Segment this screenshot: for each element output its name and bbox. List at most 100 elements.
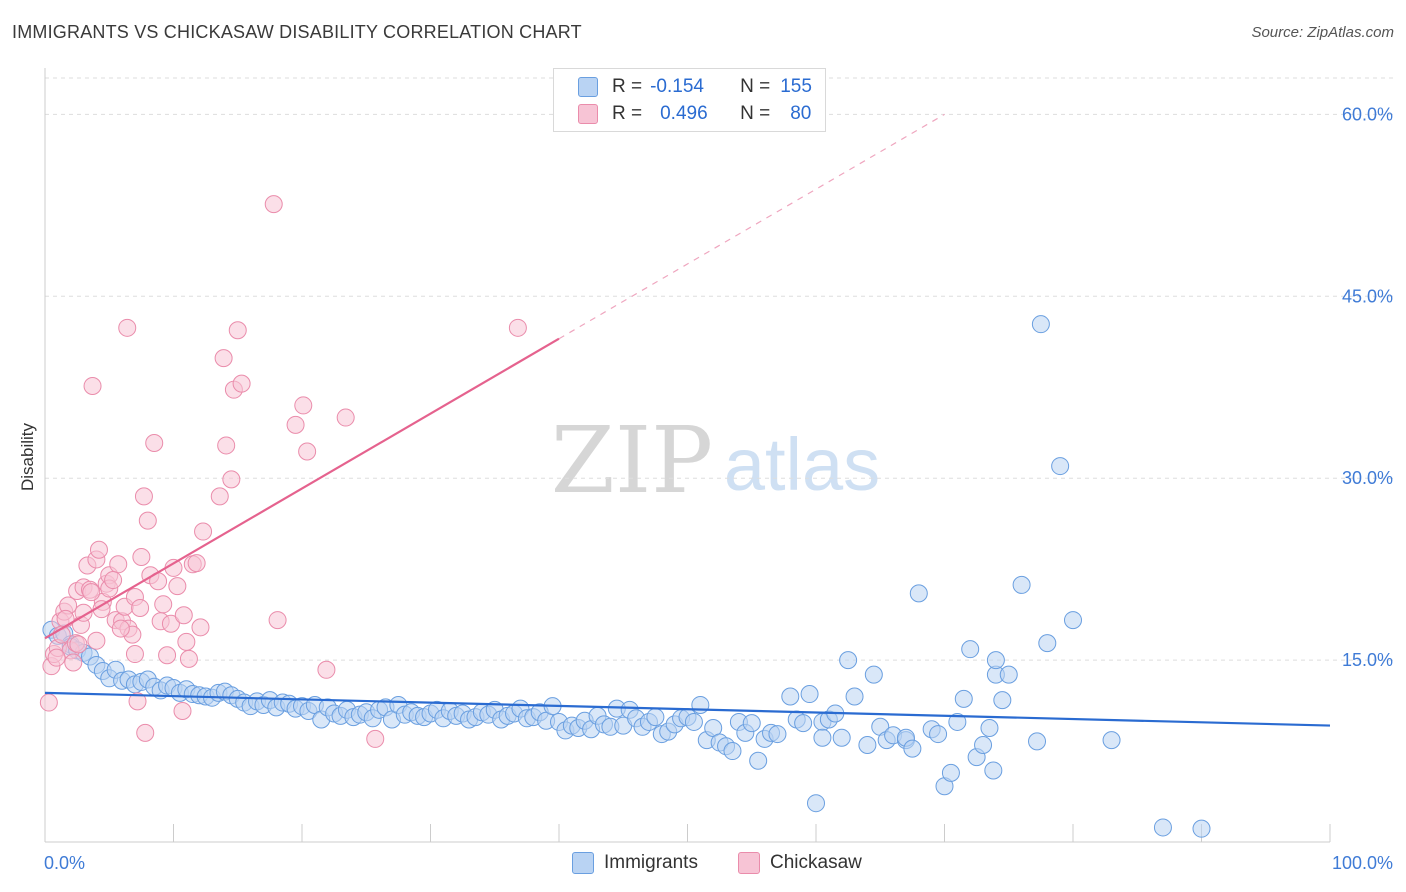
chickasaw-point — [286, 415, 305, 434]
legend-row-chickasaw: R = 0.496 N = 80 — [578, 100, 811, 128]
immigrants-point — [909, 584, 928, 603]
immigrants-point — [948, 712, 967, 731]
chart-title: IMMIGRANTS VS CHICKASAW DISABILITY CORRE… — [12, 22, 582, 42]
immigrants-point — [1028, 732, 1047, 751]
immigrants-point — [794, 714, 813, 733]
immigrants-point — [691, 695, 710, 714]
immigrants-point — [986, 651, 1005, 670]
immigrants-swatch — [572, 852, 594, 874]
n-label: N = — [740, 76, 771, 97]
immigrants-point — [1153, 818, 1172, 837]
r-label: R = — [612, 103, 643, 124]
immigrants-point — [845, 687, 864, 706]
chickasaw-point — [177, 632, 196, 651]
chickasaw-point — [145, 434, 164, 453]
immigrants-swatch — [578, 77, 598, 97]
chickasaw-point — [194, 522, 213, 541]
y-tick-label: 60.0% — [1342, 104, 1393, 124]
chickasaw-trend-extension — [558, 113, 945, 340]
chickasaw-point — [69, 635, 88, 654]
chickasaw-point — [131, 598, 150, 617]
chickasaw-point — [161, 614, 180, 633]
immigrants-point — [980, 719, 999, 738]
chickasaw-point — [82, 583, 101, 602]
immigrants-point — [1031, 315, 1050, 334]
chickasaw-point — [298, 442, 317, 461]
legend-row-immigrants: R = -0.154 N = 155 — [578, 73, 812, 101]
chickasaw-point — [109, 555, 128, 574]
chickasaw-point — [187, 554, 206, 573]
immigrants-point — [684, 712, 703, 731]
n-label: N = — [740, 103, 771, 124]
immigrants-point — [1038, 634, 1057, 653]
immigrants-point — [781, 687, 800, 706]
chickasaw-point — [154, 595, 173, 614]
immigrants-point — [954, 689, 973, 708]
chickasaw-point — [366, 729, 385, 748]
n-value: 155 — [780, 76, 812, 97]
watermark: ZIP atlas — [551, 407, 880, 514]
legend-immigrants: Immigrants — [572, 852, 698, 874]
n-value: 80 — [790, 103, 812, 124]
chickasaw-point — [508, 318, 527, 337]
axis-labels: 15.0% 30.0% 45.0% 60.0% 0.0% 100.0% Disability — [18, 104, 1393, 873]
grid-lines — [45, 77, 1394, 661]
chickasaw-point — [87, 631, 106, 650]
immigrants-point — [768, 725, 787, 744]
r-value: 0.496 — [660, 103, 708, 124]
immigrants-point — [813, 728, 832, 747]
trend-lines — [44, 113, 1331, 727]
chickasaw-point — [268, 611, 287, 630]
y-tick-label: 30.0% — [1342, 468, 1393, 488]
immigrants-point — [1192, 819, 1211, 838]
immigrants-trend-line — [44, 691, 1331, 727]
immigrants-point — [839, 651, 858, 670]
chickasaw-point — [83, 377, 102, 396]
chickasaw-point — [134, 487, 153, 506]
series-immigrants — [42, 315, 1211, 838]
chickasaw-point — [89, 540, 108, 559]
immigrants-point — [1064, 611, 1082, 630]
chickasaw-trend-line — [44, 337, 560, 640]
immigrants-point — [929, 725, 948, 744]
immigrants-point — [807, 794, 825, 813]
immigrants-point — [903, 739, 922, 758]
chickasaw-point — [264, 195, 283, 214]
chickasaw-point — [294, 396, 313, 415]
chickasaw-point — [210, 487, 229, 506]
immigrants-point — [723, 742, 742, 761]
x-tick-label-min: 0.0% — [44, 853, 85, 873]
immigrants-point — [1012, 575, 1031, 594]
immigrants-point — [1102, 731, 1121, 750]
y-tick-label: 15.0% — [1342, 650, 1393, 670]
chickasaw-point — [104, 571, 123, 590]
correlation-legend: R = -0.154 N = 155 R = 0.496 N = 80 — [553, 68, 826, 132]
immigrants-point — [749, 751, 768, 770]
immigrants-point — [974, 735, 993, 754]
r-value: -0.154 — [650, 76, 704, 97]
immigrants-point — [961, 640, 980, 659]
chickasaw-point — [136, 723, 155, 742]
x-tick-label-max: 100.0% — [1332, 853, 1393, 873]
axes — [44, 68, 1331, 843]
chickasaw-point — [64, 653, 83, 672]
y-axis-label: Disability — [18, 422, 37, 491]
immigrants-point — [742, 714, 761, 733]
chickasaw-point — [222, 470, 241, 489]
chickasaw-point — [132, 548, 151, 567]
immigrants-point — [646, 708, 665, 727]
y-tick-label: 45.0% — [1342, 286, 1393, 306]
immigrants-point — [941, 763, 960, 782]
legend-chickasaw: Chickasaw — [738, 852, 862, 874]
chickasaw-swatch — [738, 852, 760, 874]
chickasaw-point — [214, 349, 233, 368]
chickasaw-point — [138, 511, 157, 530]
series-chickasaw — [39, 195, 527, 748]
chickasaw-point — [125, 645, 144, 664]
immigrants-point — [864, 665, 883, 684]
chickasaw-point — [158, 646, 177, 665]
immigrants-point — [858, 735, 877, 754]
immigrants-point — [999, 665, 1018, 684]
chickasaw-point — [168, 577, 187, 596]
